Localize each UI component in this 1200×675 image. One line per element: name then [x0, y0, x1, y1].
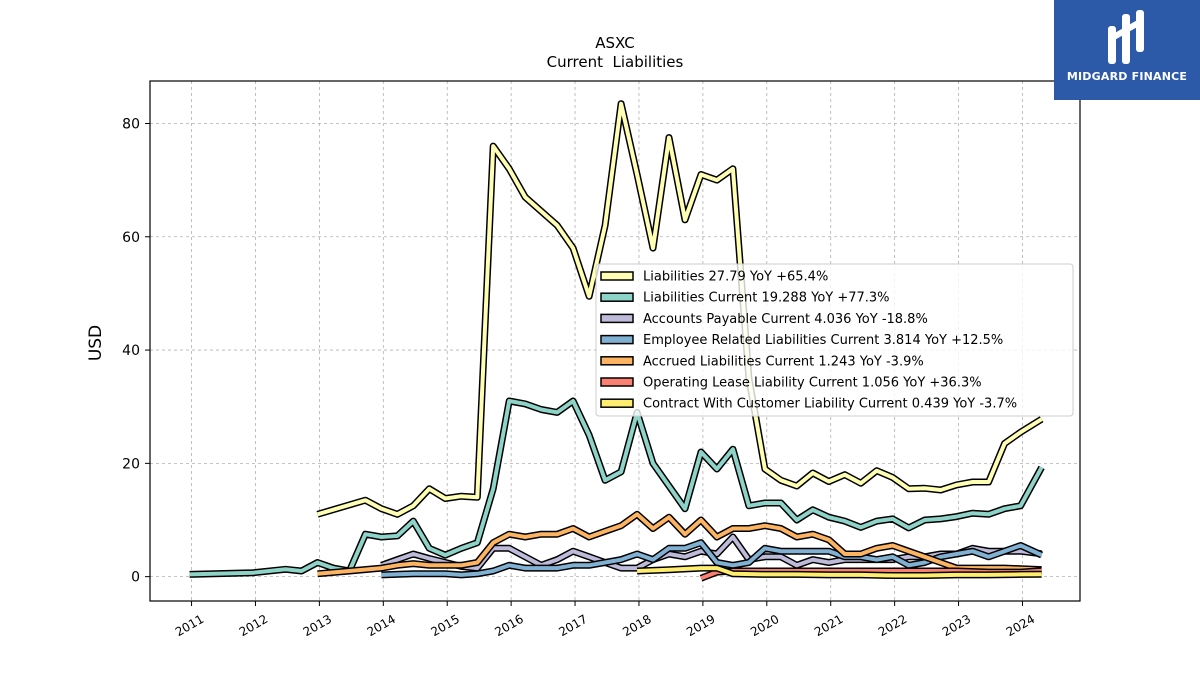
legend-swatch — [600, 313, 634, 324]
x-tick-label: 2011 — [173, 612, 206, 639]
legend: Liabilities 27.79 YoY +65.4% Liabilities … — [595, 263, 1074, 417]
legend-entry: Operating Lease Liability Current 1.056 … — [643, 376, 982, 391]
legend-swatch — [600, 271, 634, 281]
series-line-stroke — [316, 101, 1043, 517]
chart-title: ASXC — [595, 34, 634, 52]
legend-swatch — [600, 398, 634, 408]
series-line-stroke — [317, 512, 1042, 576]
y-tick-label: 60 — [122, 230, 140, 246]
chart-subtitle: Current Liabilities — [547, 53, 684, 71]
x-tick-label: 2024 — [1004, 612, 1037, 639]
legend-entry: Contract With Customer Liability Current… — [643, 397, 1017, 412]
legend-swatch — [600, 292, 634, 302]
legend-swatch — [600, 377, 634, 387]
legend-entry: Employee Related Liabilities Current 3.8… — [643, 333, 1003, 348]
x-tick-label: 2015 — [428, 612, 461, 639]
y-tick-label: 0 — [131, 570, 140, 586]
x-tick-label: 2012 — [237, 612, 270, 639]
legend-entry: Liabilities Current 19.288 YoY +77.3% — [643, 291, 890, 306]
y-axis-label: USD — [86, 325, 106, 361]
brand-logo: MIDGARD FINANCE — [1054, 0, 1200, 100]
x-tick-label: 2016 — [492, 612, 525, 639]
legend-entry: Liabilities 27.79 YoY +65.4% — [643, 270, 828, 285]
series-line — [636, 564, 1042, 579]
x-tick-label: 2020 — [748, 612, 781, 639]
series-line-stroke — [189, 399, 1044, 577]
legend-entry: Accounts Payable Current 4.036 YoY -18.8… — [643, 312, 928, 327]
y-tick-label: 80 — [122, 116, 140, 132]
y-tick-label: 40 — [122, 343, 140, 359]
legend-swatch — [600, 334, 634, 345]
series-line — [316, 100, 1044, 518]
series-line — [189, 397, 1045, 578]
x-tick-label: 2013 — [301, 612, 334, 639]
x-tick-label: 2018 — [620, 612, 653, 639]
x-tick-label: 2014 — [365, 612, 398, 639]
x-tick-label: 2019 — [684, 612, 717, 639]
x-tick-label: 2021 — [812, 612, 845, 639]
y-tick-label: 20 — [122, 456, 140, 472]
plot-frame — [149, 80, 1081, 602]
x-tick-label: 2023 — [940, 612, 973, 639]
x-tick-label: 2022 — [876, 612, 909, 639]
series-layer — [189, 100, 1045, 582]
legend-entry: Accrued Liabilities Current 1.243 YoY -3… — [643, 354, 924, 369]
brand-name: MIDGARD FINANCE — [1066, 70, 1188, 83]
brand-logo-icon — [1108, 10, 1144, 64]
legend-box — [595, 263, 1074, 417]
series-line — [317, 510, 1042, 578]
x-tick-label: 2017 — [556, 612, 589, 639]
legend-swatch — [600, 356, 634, 366]
series-line-stroke — [637, 566, 1042, 578]
